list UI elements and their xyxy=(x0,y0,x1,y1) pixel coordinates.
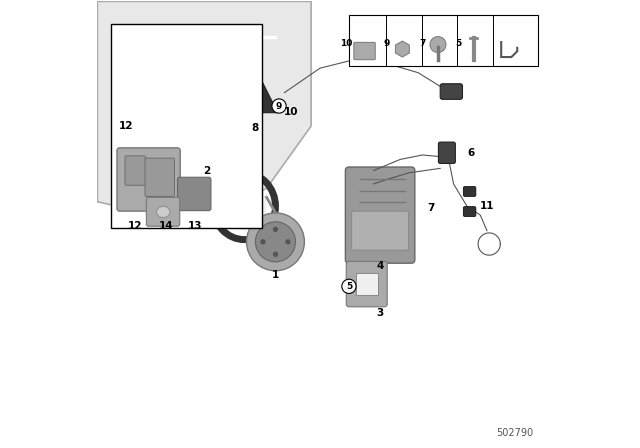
FancyBboxPatch shape xyxy=(351,211,408,250)
FancyBboxPatch shape xyxy=(440,84,463,99)
Text: 6: 6 xyxy=(468,148,475,158)
FancyBboxPatch shape xyxy=(346,261,387,307)
Text: 5: 5 xyxy=(346,282,352,291)
Polygon shape xyxy=(396,41,410,57)
Text: 8: 8 xyxy=(252,123,259,133)
FancyBboxPatch shape xyxy=(463,187,476,196)
Text: 10: 10 xyxy=(340,39,352,48)
Text: 4: 4 xyxy=(376,261,384,271)
Text: 502790: 502790 xyxy=(497,428,534,438)
Ellipse shape xyxy=(157,207,170,218)
Ellipse shape xyxy=(222,182,267,231)
Circle shape xyxy=(255,222,296,262)
Circle shape xyxy=(246,213,305,271)
Text: 1: 1 xyxy=(272,270,279,280)
Bar xyxy=(356,273,378,295)
Circle shape xyxy=(260,239,266,245)
Circle shape xyxy=(285,239,291,245)
FancyBboxPatch shape xyxy=(463,207,476,216)
Text: 2: 2 xyxy=(203,166,210,176)
Polygon shape xyxy=(97,1,311,224)
Polygon shape xyxy=(242,82,278,113)
Circle shape xyxy=(273,227,278,232)
Circle shape xyxy=(272,99,286,113)
Text: 11: 11 xyxy=(480,201,494,211)
FancyBboxPatch shape xyxy=(147,197,180,226)
Text: 9: 9 xyxy=(276,102,282,111)
Circle shape xyxy=(273,252,278,257)
Text: 12: 12 xyxy=(128,221,143,231)
Text: 3: 3 xyxy=(376,308,384,318)
FancyBboxPatch shape xyxy=(346,167,415,263)
Circle shape xyxy=(342,279,356,293)
Text: 7: 7 xyxy=(419,39,426,48)
Text: 5: 5 xyxy=(455,39,461,48)
Ellipse shape xyxy=(144,142,175,164)
FancyBboxPatch shape xyxy=(117,148,180,211)
Bar xyxy=(111,24,262,228)
Wedge shape xyxy=(220,174,260,206)
Text: 12: 12 xyxy=(119,121,134,131)
Bar xyxy=(349,15,538,66)
Text: 9: 9 xyxy=(383,39,390,48)
FancyBboxPatch shape xyxy=(125,156,145,185)
Text: 13: 13 xyxy=(188,221,203,231)
Text: 10: 10 xyxy=(284,107,298,117)
Text: 7: 7 xyxy=(428,203,435,213)
FancyBboxPatch shape xyxy=(145,158,175,196)
FancyBboxPatch shape xyxy=(354,43,375,60)
Text: 14: 14 xyxy=(159,221,173,231)
Circle shape xyxy=(430,37,446,52)
FancyBboxPatch shape xyxy=(438,142,455,164)
FancyBboxPatch shape xyxy=(177,177,211,211)
